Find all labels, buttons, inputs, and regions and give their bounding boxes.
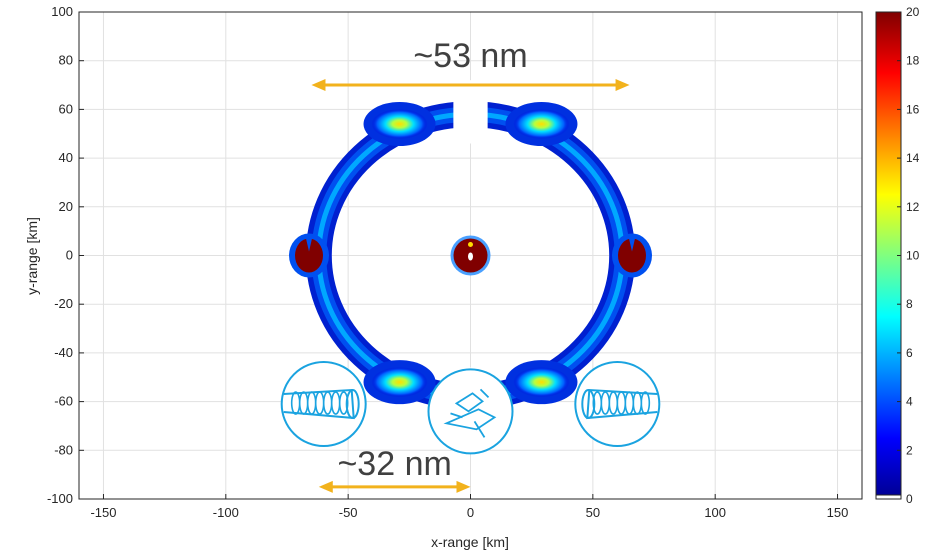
side-hotspot [295,238,324,273]
molecule-strokes [450,388,490,438]
y-tick-label: 20 [59,199,73,214]
y-tick-label: 60 [59,101,73,116]
molecule-head [454,392,484,413]
axis-ticks: -150 -100 -50 0 50 100 150 -100 -80 -60 -40 -20 0 20 4… [47,4,848,520]
colorbar-tick-label: 14 [906,151,920,165]
y-tick-label: -80 [54,442,73,457]
icon-circles [280,361,661,455]
x-axis-label: x-range [km] [431,534,509,550]
ring-gap-top [453,80,488,144]
y-axis-label: y-range [km] [24,217,40,295]
filament-end [345,389,360,420]
colorbar-tick-label: 0 [906,492,913,506]
arrowhead-right [456,480,471,493]
molecule-body [443,408,497,431]
arrowhead-right [615,79,630,92]
y-tick-label: 80 [59,53,73,68]
y-tick-label: -60 [54,394,73,409]
colorbar-tick-label: 4 [906,395,913,409]
side-hotspot [617,238,646,273]
center-hotspot-dot [468,252,473,261]
filament-body [586,388,658,420]
dimension-label: ~32 nm [337,445,451,483]
annotations: ~53 nm ~32 nm [311,37,630,493]
colorbar-tick-label: 16 [906,102,920,116]
x-tick-label: -50 [339,505,358,520]
y-tick-label: -40 [54,345,73,360]
molecule-icon [427,368,514,455]
y-tick-label: -100 [47,491,73,506]
colorbar-tick-label: 10 [906,249,920,263]
x-tick-label: 150 [827,505,849,520]
colorbar: 0 2 4 6 8 10 12 14 16 18 20 [875,5,920,506]
colorbar-gradient [875,11,902,500]
y-tick-label: 40 [59,150,73,165]
side-hotspot-notch [628,238,635,252]
y-tick-label: 100 [51,4,73,19]
filament-icon [280,361,367,448]
side-hotspot-notch [306,238,313,252]
colorbar-zero-band [875,494,902,500]
lobe-hotspot [371,367,428,398]
colorbar-tick-label: 12 [906,200,920,214]
icon-circle-outline [427,368,514,455]
x-tick-label: -150 [90,505,116,520]
filament-icon [574,361,661,448]
lobe-hotspot [371,109,428,140]
x-tick-label: 100 [704,505,726,520]
arrowhead-left [311,79,326,92]
lobe-hotspot [513,367,570,398]
lobe-hotspot [513,109,570,140]
arrowhead-left [318,480,333,493]
colorbar-tick-label: 2 [906,443,913,457]
filament-end [581,389,596,420]
x-tick-label: 0 [467,505,474,520]
y-tick-label: -20 [54,296,73,311]
center-hotspot-marker [468,242,473,247]
colorbar-tick-label: 18 [906,54,920,68]
x-tick-label: 50 [586,505,600,520]
dimension-label: ~53 nm [413,37,527,75]
y-tick-label: 0 [66,248,73,263]
x-tick-label: -100 [213,505,239,520]
colorbar-tick-label: 6 [906,346,913,360]
colorbar-tick-label: 8 [906,297,913,311]
filament-body [283,388,355,420]
colorbar-tick-label: 20 [906,5,920,19]
